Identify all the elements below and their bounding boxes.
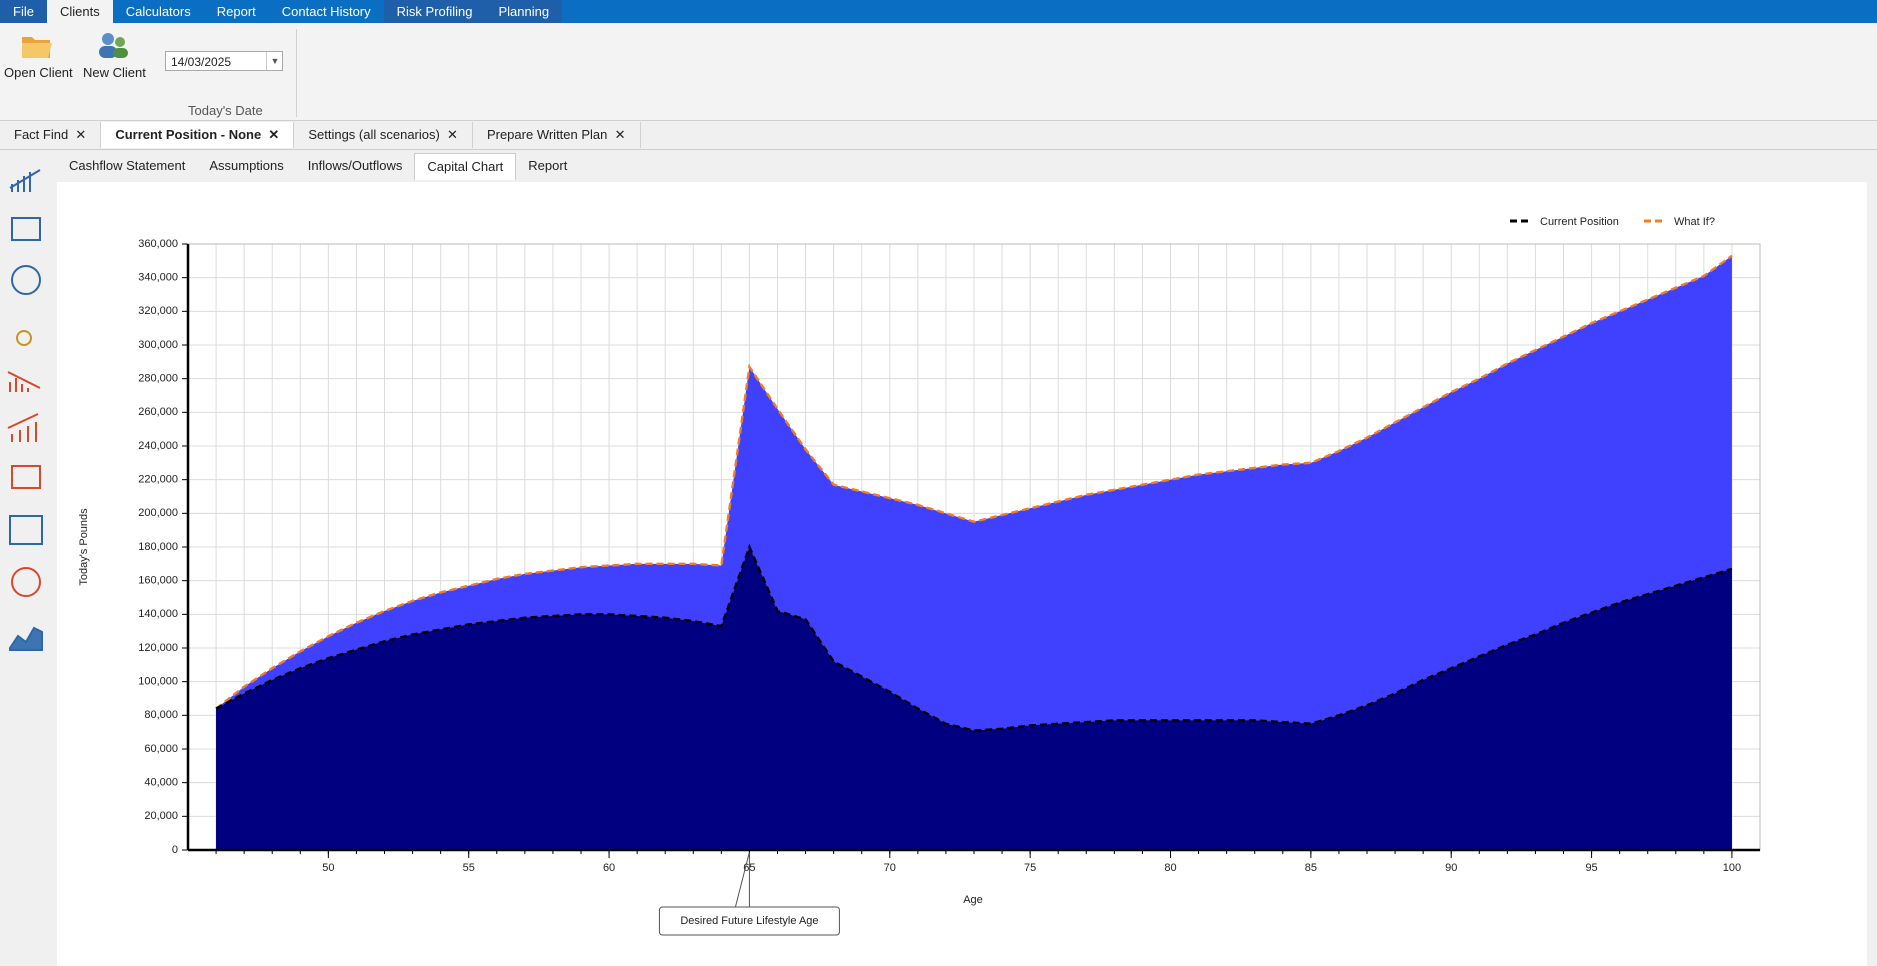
side-toolbar xyxy=(7,169,43,651)
y-axis-label: Today's Pounds xyxy=(78,508,90,586)
doc-tab[interactable]: Fact Find ✕ xyxy=(0,122,102,148)
x-tick-label: 70 xyxy=(884,862,896,874)
tab-label: Fact Find xyxy=(14,127,69,142)
menu-item[interactable]: File xyxy=(0,0,47,23)
callout-line xyxy=(734,851,750,908)
sub-tab[interactable]: Cashflow Statement xyxy=(69,158,186,173)
y-tick-label: 260,000 xyxy=(138,406,178,418)
y-tick-label: 180,000 xyxy=(138,541,178,553)
y-tick-label: 60,000 xyxy=(144,743,178,755)
divider xyxy=(0,149,1877,150)
sub-tab[interactable]: Assumptions xyxy=(209,158,284,173)
tool-icon[interactable] xyxy=(9,626,43,651)
x-tick-label: 75 xyxy=(1024,862,1036,874)
tool-icon[interactable] xyxy=(9,515,43,545)
menu-item[interactable]: Planning xyxy=(485,0,563,23)
y-tick-label: 360,000 xyxy=(138,238,178,250)
tab-label: Current Position - None xyxy=(115,127,262,142)
y-tick-label: 300,000 xyxy=(138,339,178,351)
tool-icon[interactable] xyxy=(7,413,39,442)
tab-label: Prepare Written Plan xyxy=(486,127,608,142)
menu-bar: File Clients Calculators Report Contact … xyxy=(0,0,1877,23)
x-tick-label: 100 xyxy=(1723,862,1741,874)
x-tick-label: 60 xyxy=(603,862,615,874)
chart: Today's Pounds Age 0 20,000 40,000 60,000 80… xyxy=(57,182,1867,966)
group-caption: Today's Date xyxy=(188,103,263,118)
y-tick-label: 120,000 xyxy=(138,642,178,654)
separator xyxy=(296,29,297,117)
menu-item[interactable]: Report xyxy=(216,4,256,19)
menu-item[interactable]: Calculators xyxy=(125,4,191,19)
ribbon-button[interactable]: New Client xyxy=(83,65,146,80)
menu-item[interactable]: Clients xyxy=(46,0,113,23)
document-tabs: Fact Find ✕ Current Position - None ✕ Se… xyxy=(0,122,641,148)
y-tick-label: 320,000 xyxy=(138,305,178,317)
x-tick-label: 50 xyxy=(322,862,334,874)
y-tick-label: 0 xyxy=(172,844,178,856)
menu-item[interactable]: Risk Profiling xyxy=(383,0,486,23)
x-tick-label: 95 xyxy=(1585,862,1597,874)
y-tick-label: 80,000 xyxy=(144,709,178,721)
tool-icon[interactable] xyxy=(9,169,41,192)
y-tick-label: 20,000 xyxy=(144,810,178,822)
tab-label: Settings (all scenarios) xyxy=(308,127,440,142)
annotation-box xyxy=(658,906,840,936)
sub-tab[interactable]: Inflows/Outflows xyxy=(307,158,403,173)
legend-label: Current Position xyxy=(1540,216,1619,228)
tool-icon[interactable] xyxy=(7,371,41,392)
x-tick-label: 85 xyxy=(1305,862,1317,874)
date-dropdown[interactable]: ▼ xyxy=(266,52,283,70)
tool-icon[interactable] xyxy=(11,265,41,295)
doc-tab[interactable]: Prepare Written Plan ✕ xyxy=(473,122,641,148)
menu-item[interactable]: Contact History xyxy=(281,4,371,19)
y-tick-label: 240,000 xyxy=(138,440,178,452)
series-line xyxy=(215,543,1733,732)
sub-tabs: Cashflow Statement Assumptions Inflows/O… xyxy=(57,153,579,180)
series-line xyxy=(215,254,1733,710)
y-tick-label: 100,000 xyxy=(138,676,178,688)
ribbon: Open Client New Client 14/03/2025 ▼ Toda… xyxy=(0,23,1877,121)
y-tick-label: 340,000 xyxy=(138,272,178,284)
date-input[interactable]: 14/03/2025 xyxy=(165,51,283,71)
y-tick-label: 160,000 xyxy=(138,575,178,587)
doc-tab[interactable]: Settings (all scenarios) ✕ xyxy=(294,122,473,148)
x-tick-label: 90 xyxy=(1445,862,1457,874)
sub-tab[interactable]: Capital Chart xyxy=(414,153,517,180)
y-tick-label: 200,000 xyxy=(138,507,178,519)
ribbon-button[interactable]: Open Client xyxy=(4,65,73,80)
x-tick-label: 55 xyxy=(463,862,475,874)
y-tick-label: 140,000 xyxy=(138,608,178,620)
tool-icon[interactable] xyxy=(11,465,41,489)
sub-tab[interactable]: Report xyxy=(528,158,568,173)
doc-tab[interactable]: Current Position - None ✕ xyxy=(101,122,295,148)
open-icon xyxy=(22,37,52,58)
annotation-text: Desired Future Lifestyle Age xyxy=(680,915,818,927)
x-tick-label: 80 xyxy=(1164,862,1176,874)
y-tick-label: 40,000 xyxy=(144,777,178,789)
tool-icon[interactable] xyxy=(16,330,32,346)
new-client-icon xyxy=(99,33,128,58)
area xyxy=(216,547,1732,850)
x-axis-label: Age xyxy=(963,894,983,906)
tool-icon[interactable] xyxy=(11,217,41,241)
legend-label: What If? xyxy=(1674,216,1715,228)
y-tick-label: 220,000 xyxy=(138,474,178,486)
tool-icon[interactable] xyxy=(11,567,41,597)
y-tick-label: 280,000 xyxy=(138,373,178,385)
